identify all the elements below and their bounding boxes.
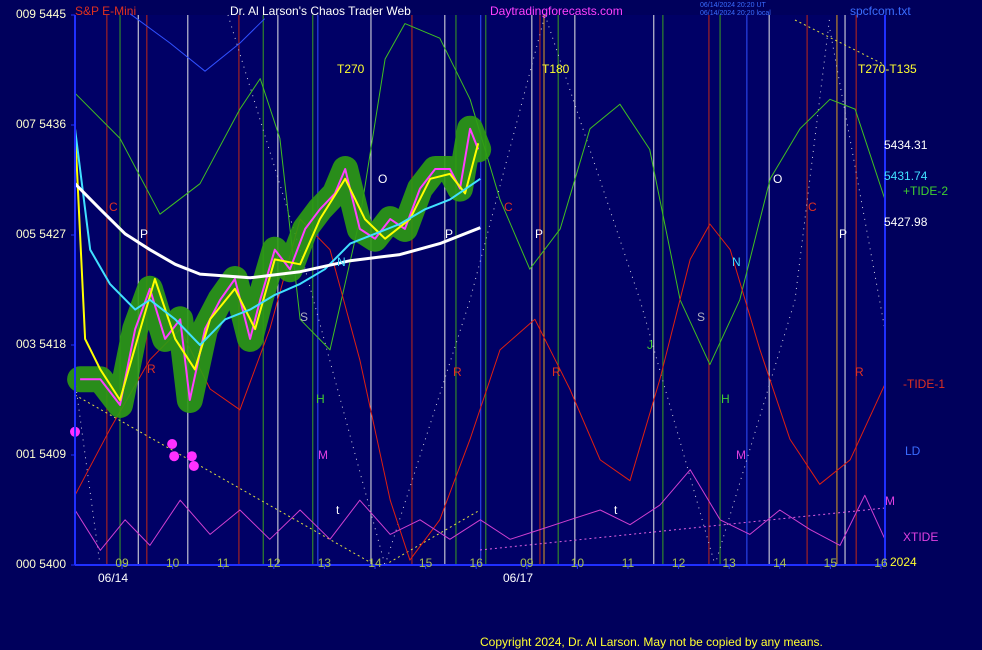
- date-label: 06/17: [503, 571, 533, 585]
- annotation: R: [552, 365, 561, 379]
- series-line: [74, 469, 886, 551]
- annotation: T270: [337, 62, 365, 76]
- series-label: XTIDE: [903, 530, 938, 544]
- annotation: P: [445, 227, 453, 241]
- pivot-marker: [167, 439, 178, 449]
- x-tick-label: 12: [267, 556, 281, 570]
- cycle-line: [384, 14, 546, 566]
- x-tick-label: 16: [470, 556, 484, 570]
- plot-area: [75, 15, 885, 565]
- annotation: R: [855, 365, 864, 379]
- annotation: R: [453, 365, 462, 379]
- annotation: P: [839, 227, 847, 241]
- annotation: P: [140, 227, 148, 241]
- x-tick-label: 11: [217, 556, 230, 570]
- y-tick-label: 005 5427: [16, 227, 66, 241]
- trend-line: [794, 19, 886, 66]
- annotation: S: [697, 310, 705, 324]
- timestamp: 06/14/2024 20:20 local: [700, 10, 771, 17]
- cycle-line: [544, 14, 716, 566]
- chart-title: Dr. Al Larson's Chaos Trader Web: [230, 4, 411, 18]
- y-tick-label: 001 5409: [16, 447, 66, 461]
- x-tick-label: 13: [318, 556, 332, 570]
- x-tick-label: 10: [166, 556, 180, 570]
- annotation: T270-T135: [858, 62, 917, 76]
- copyright: Copyright 2024, Dr. Al Larson. May not b…: [480, 635, 823, 649]
- annotation: C: [504, 200, 513, 214]
- annotation: M: [736, 448, 746, 462]
- trend-line: [384, 509, 481, 566]
- series-line: [74, 128, 480, 401]
- trend-lines: [74, 19, 886, 566]
- series-line: [73, 182, 481, 280]
- y-tick-label: 009 5445: [16, 7, 66, 21]
- site: Daytradingforecasts.com: [490, 4, 623, 18]
- time-markers: [106, 15, 857, 565]
- pivot-marker: [186, 451, 197, 462]
- annotation: P: [535, 227, 543, 241]
- annotation: J: [647, 338, 653, 352]
- x-tick-label: 11: [622, 556, 635, 570]
- x-tick-label: 12: [672, 556, 686, 570]
- x-tick-label: 09: [520, 556, 534, 570]
- level-label: 5431.74: [884, 169, 928, 183]
- date-label: 06/14: [98, 571, 128, 585]
- pivot-marker: [188, 461, 199, 471]
- annotation: R: [147, 362, 156, 376]
- annotation: M: [318, 448, 328, 462]
- y-tick-label: 000 5400: [16, 557, 66, 571]
- x-tick-label: 09: [115, 556, 129, 570]
- level-label: 5434.31: [884, 138, 928, 152]
- timestamp: 06/14/2024 20:20 UT: [700, 2, 766, 9]
- series-label: LD: [905, 444, 921, 458]
- series-label: +TIDE-2: [903, 184, 948, 198]
- y-tick-label: 007 5436: [16, 117, 66, 131]
- date-label: 2024: [890, 555, 917, 569]
- x-tick-label: 10: [571, 556, 585, 570]
- annotation: H: [316, 392, 325, 406]
- series-line: [80, 127, 480, 406]
- annotation: t: [336, 503, 340, 517]
- series-line: [129, 13, 266, 72]
- series-label: -TIDE-1: [903, 377, 945, 391]
- x-tick-label: 15: [824, 556, 838, 570]
- x-tick-label: 15: [419, 556, 433, 570]
- series-line: [74, 128, 481, 346]
- annotation: C: [808, 200, 817, 214]
- annotation: S: [300, 310, 308, 324]
- annotation: N: [337, 255, 346, 269]
- y-tick-label: 003 5418: [16, 337, 66, 351]
- annotation: T180: [542, 62, 570, 76]
- x-tick-label: 16: [874, 556, 888, 570]
- series: [67, 13, 886, 561]
- level-label: 5427.98: [884, 215, 928, 229]
- annotation: O: [773, 172, 782, 186]
- x-tick-label: 14: [773, 556, 787, 570]
- annotation: N: [732, 255, 741, 269]
- series-label: M: [885, 494, 895, 508]
- annotation: O: [378, 172, 387, 186]
- series-line: [74, 218, 886, 561]
- pivot-marker: [169, 451, 180, 462]
- annotation: t: [614, 503, 618, 517]
- subtitle: S&P E-Mini: [75, 4, 136, 18]
- annotation: C: [109, 200, 118, 214]
- x-tick-label: 13: [722, 556, 736, 570]
- x-tick-label: 14: [368, 556, 382, 570]
- file-name: spcfcom.txt: [850, 4, 911, 18]
- annotation: H: [721, 392, 730, 406]
